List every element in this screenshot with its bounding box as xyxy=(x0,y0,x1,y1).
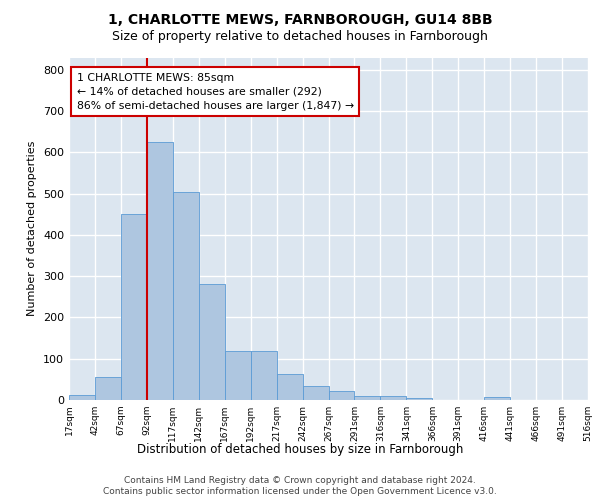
Bar xyxy=(199,284,224,400)
Bar xyxy=(302,386,329,400)
Text: 1 CHARLOTTE MEWS: 85sqm
← 14% of detached houses are smaller (292)
86% of semi-d: 1 CHARLOTTE MEWS: 85sqm ← 14% of detache… xyxy=(77,73,354,111)
Text: 1, CHARLOTTE MEWS, FARNBOROUGH, GU14 8BB: 1, CHARLOTTE MEWS, FARNBOROUGH, GU14 8BB xyxy=(107,12,493,26)
Bar xyxy=(277,374,302,400)
Bar xyxy=(380,396,406,400)
Bar xyxy=(147,142,173,400)
Text: Size of property relative to detached houses in Farnborough: Size of property relative to detached ho… xyxy=(112,30,488,43)
Bar xyxy=(95,378,121,400)
Text: Contains public sector information licensed under the Open Government Licence v3: Contains public sector information licen… xyxy=(103,488,497,496)
Bar xyxy=(225,352,251,400)
Bar xyxy=(355,396,380,400)
Y-axis label: Number of detached properties: Number of detached properties xyxy=(28,141,37,316)
Bar xyxy=(69,395,95,400)
Text: Distribution of detached houses by size in Farnborough: Distribution of detached houses by size … xyxy=(137,442,463,456)
Bar xyxy=(406,398,432,400)
Bar xyxy=(173,192,199,400)
Bar xyxy=(121,214,147,400)
Bar xyxy=(251,352,277,400)
Text: Contains HM Land Registry data © Crown copyright and database right 2024.: Contains HM Land Registry data © Crown c… xyxy=(124,476,476,485)
Bar xyxy=(329,391,355,400)
Bar xyxy=(484,396,510,400)
